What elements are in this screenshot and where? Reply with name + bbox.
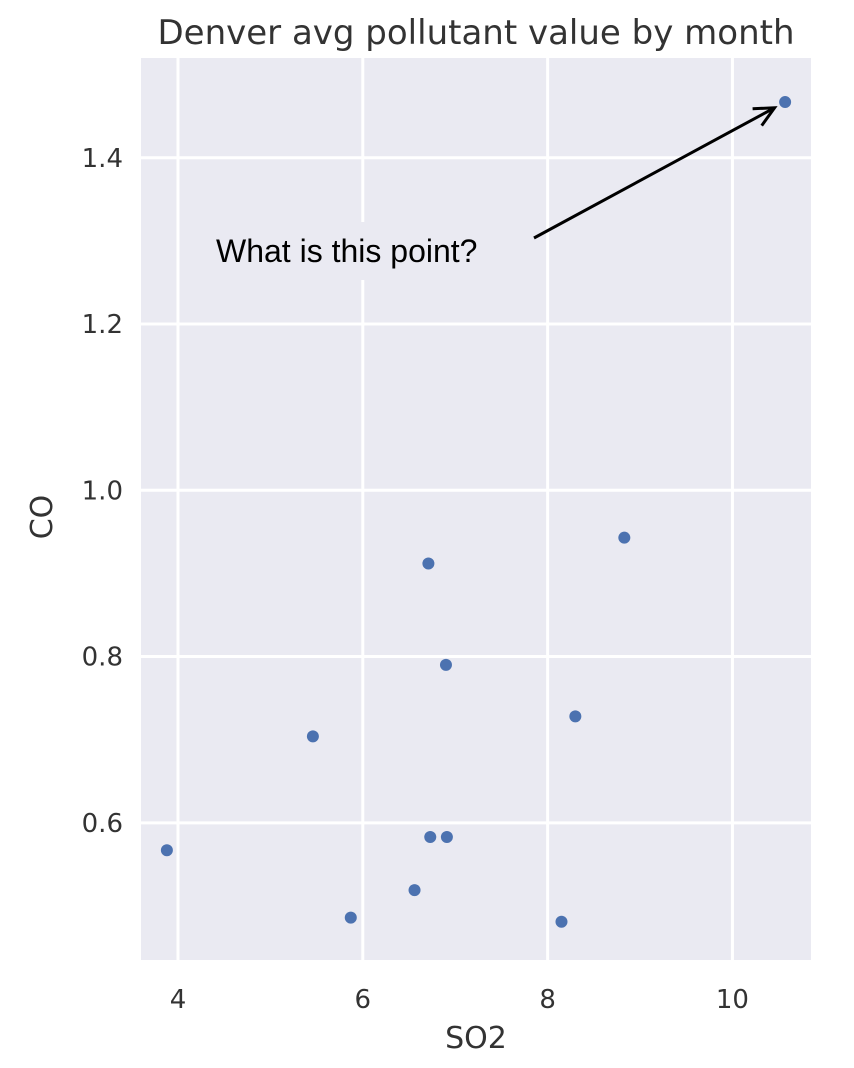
data-point: [439, 658, 452, 671]
data-point: [422, 557, 435, 570]
annotation-arrowhead: [752, 106, 778, 127]
data-point: [306, 730, 319, 743]
annotation-arrow: [533, 106, 776, 240]
data-point: [344, 911, 357, 924]
data-point: [779, 96, 792, 109]
x-tick-label: 8: [539, 985, 556, 1015]
data-point: [618, 531, 631, 544]
y-tick-label: 1.2: [82, 310, 123, 340]
y-axis-label: CO: [25, 495, 60, 540]
data-point: [424, 830, 437, 843]
y-tick-label: 1.0: [82, 476, 123, 506]
x-tick-label: 4: [170, 985, 187, 1015]
data-point: [555, 915, 568, 928]
data-point: [569, 710, 582, 723]
annotation-background: [210, 222, 515, 280]
y-tick-label: 0.6: [82, 809, 123, 839]
x-tick-label: 6: [355, 985, 372, 1015]
grid: [141, 58, 811, 960]
data-points: [160, 96, 792, 928]
chart-title: Denver avg pollutant value by month: [157, 13, 794, 53]
y-tick-label: 0.8: [82, 643, 123, 673]
tick-labels: 4 6 8 10 0.6 0.8 1.0 1.2 1.4: [82, 144, 749, 1015]
annotation-text: What is this point?: [216, 233, 477, 269]
x-axis-label: SO2: [445, 1021, 507, 1056]
data-point: [408, 884, 421, 897]
data-point: [160, 844, 173, 857]
y-tick-label: 1.4: [82, 144, 123, 174]
x-tick-label: 10: [716, 985, 749, 1015]
plot-area: [141, 58, 811, 960]
annotation: What is this point?: [210, 106, 778, 280]
data-point: [440, 830, 453, 843]
